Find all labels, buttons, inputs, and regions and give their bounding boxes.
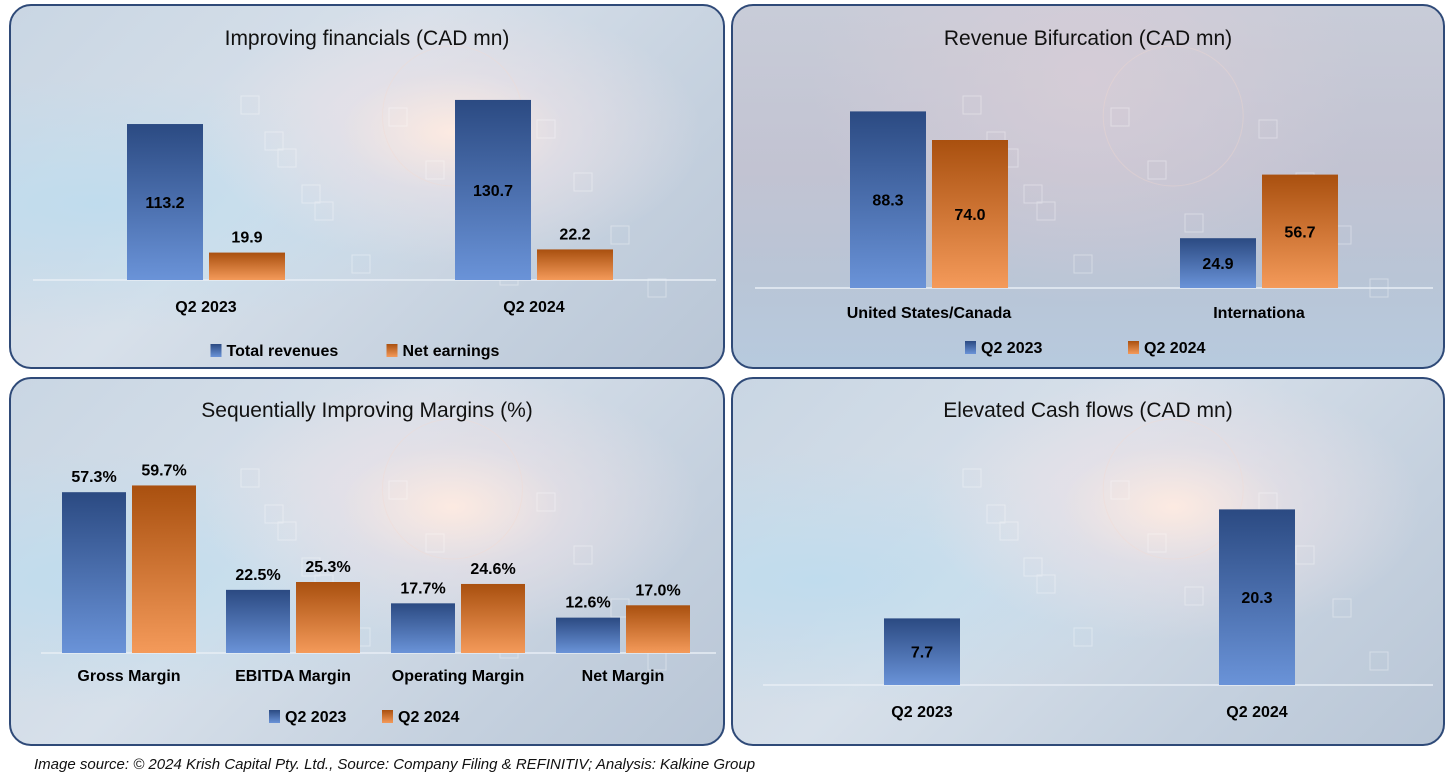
data-label: 12.6% [565, 595, 610, 612]
category-label: Internationa [1213, 305, 1305, 322]
data-label: 113.2 [145, 195, 184, 212]
bar-q2-2023-gross-margin [62, 492, 126, 653]
category-label: Operating Margin [392, 668, 524, 685]
legend: Total revenues Net earnings [210, 343, 500, 360]
category-label: United States/Canada [847, 305, 1012, 322]
data-label: 20.3 [1241, 590, 1272, 607]
data-label: 17.0% [635, 582, 680, 599]
chart-title: Revenue Bifurcation (CAD mn) [944, 27, 1232, 50]
data-label: 19.9 [231, 230, 262, 247]
bar-net-earnings-q2-2023 [209, 252, 285, 280]
category-label: EBITDA Margin [235, 668, 351, 685]
bar-q2-2024-operating-margin [461, 583, 525, 653]
data-label: 7.7 [911, 645, 933, 662]
data-label: 17.7% [400, 580, 445, 597]
chart-panel-cash-flows: Elevated Cash flows (CAD mn) 7.7 Q2 2023 20… [731, 377, 1445, 746]
bar-q2-2024-gross-margin [132, 485, 196, 653]
data-label: 88.3 [872, 193, 903, 210]
chart-financials: Improving financials (CAD mn) 113.2 19.9 Q2… [33, 27, 716, 360]
bar-q2-2023-internationa [1180, 238, 1256, 288]
bar-q2-2023-operating-margin [391, 603, 455, 653]
data-label: 57.3% [71, 469, 116, 486]
data-label: 22.2 [559, 226, 590, 243]
legend-swatch-q2-2023 [965, 341, 976, 354]
legend-swatch-q2-2024 [382, 710, 393, 723]
category-label: Gross Margin [77, 668, 180, 685]
data-label: 22.5% [235, 567, 280, 584]
data-label: 74.0 [954, 207, 985, 224]
legend-swatch-q2-2023 [269, 710, 280, 723]
bar-q2-2023-ebitda-margin [226, 589, 290, 653]
chart-revenue-bifurcation: Revenue Bifurcation (CAD mn) 88.3 74.0 Unit… [755, 27, 1433, 357]
legend-swatch-q2-2024 [1128, 341, 1139, 354]
category-label: Q2 2024 [1226, 704, 1287, 721]
data-label: 24.6% [470, 561, 515, 578]
chart-panel-margins: Sequentially Improving Margins (%) 57.3% 5… [9, 377, 725, 746]
bar-q2-2023-net-margin [556, 617, 620, 653]
bar-q2-2024-internationa [1262, 174, 1338, 288]
background-decoration [962, 418, 1389, 671]
chart-title: Sequentially Improving Margins (%) [201, 399, 532, 422]
data-label: 56.7 [1284, 224, 1315, 241]
category-label: Net Margin [582, 668, 665, 685]
background-decoration [962, 45, 1389, 298]
legend: Q2 2023 Q2 2024 [965, 340, 1205, 357]
legend-label: Q2 2024 [1144, 340, 1205, 357]
chart-title: Improving financials (CAD mn) [225, 27, 510, 50]
bar-q2-2023-united-states-canada [850, 111, 926, 289]
bar-total-revenues-q2-2024 [455, 99, 531, 281]
chart-panel-revenue-bifurcation: Revenue Bifurcation (CAD mn) 88.3 74.0 Unit… [731, 4, 1445, 369]
legend-label: Q2 2023 [285, 709, 346, 726]
category-label: Q2 2024 [503, 299, 564, 316]
chart-title: Elevated Cash flows (CAD mn) [943, 399, 1232, 422]
legend-label: Net earnings [403, 343, 500, 360]
legend-label: Q2 2023 [981, 340, 1042, 357]
bar-q2-2024-net-margin [626, 605, 690, 653]
bar-total-revenues-q2-2023 [127, 124, 203, 280]
chart-panel-financials: Improving financials (CAD mn) 113.2 19.9 Q2… [9, 4, 725, 369]
legend-label: Q2 2024 [398, 709, 459, 726]
bar-q2-2024-united-states-canada [932, 140, 1008, 288]
bar-cash-flow-q2-2023 [884, 618, 960, 685]
data-label: 24.9 [1202, 256, 1233, 273]
data-label: 130.7 [473, 183, 513, 200]
legend-swatch-net-earnings [386, 344, 398, 357]
bar-net-earnings-q2-2024 [537, 249, 613, 280]
legend-swatch-total-revenues [210, 344, 222, 357]
chart-margins: Sequentially Improving Margins (%) 57.3% 5… [41, 399, 716, 726]
data-label: 25.3% [305, 559, 350, 576]
bar-cash-flow-q2-2024 [1219, 509, 1295, 685]
category-label: Q2 2023 [175, 299, 236, 316]
data-label: 59.7% [141, 462, 186, 479]
category-label: Q2 2023 [891, 704, 952, 721]
chart-cash-flows: Elevated Cash flows (CAD mn) 7.7 Q2 2023 20… [763, 399, 1433, 721]
legend-label: Total revenues [227, 343, 339, 360]
bar-q2-2024-ebitda-margin [296, 581, 360, 653]
source-footnote: Image source: © 2024 Krish Capital Pty. … [34, 756, 756, 773]
legend: Q2 2023 Q2 2024 [269, 709, 459, 726]
